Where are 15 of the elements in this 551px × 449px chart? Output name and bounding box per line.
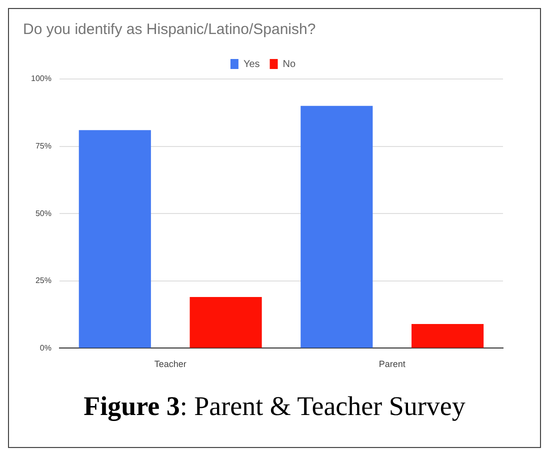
bar: [78, 130, 151, 348]
legend-label: No: [282, 58, 296, 70]
bar: [300, 106, 373, 348]
x-tick-label: Parent: [378, 359, 406, 370]
bar: [412, 324, 484, 348]
y-tick-label: 25%: [35, 276, 52, 286]
x-tick-label: Teacher: [154, 359, 186, 370]
y-tick-label: 0%: [40, 343, 52, 352]
caption: Figure 3: Parent & Teacher Survey: [82, 391, 466, 422]
y-tick-label: 50%: [35, 208, 52, 218]
chart-title: Do you identify as Hispanic/Latino/Spanish?: [23, 21, 316, 38]
bar: [190, 297, 262, 348]
y-tick-label: 100%: [30, 74, 52, 84]
y-tick-label: 75%: [35, 142, 52, 151]
legend-label: Yes: [243, 58, 260, 70]
